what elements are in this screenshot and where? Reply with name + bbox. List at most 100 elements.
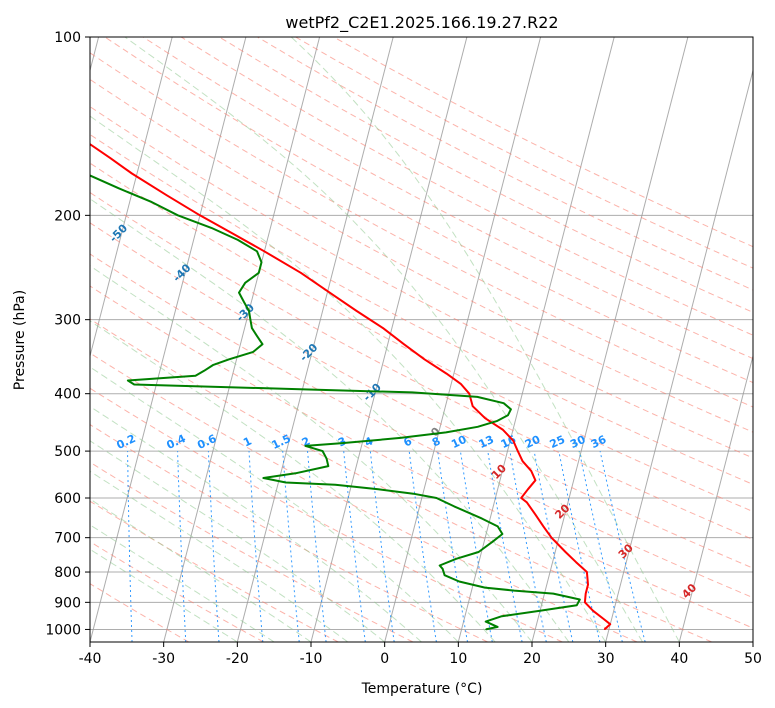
dewpoint-profile-point — [262, 477, 264, 479]
moist-adiabat-line — [90, 548, 238, 642]
plot-area: 0.10.20.40.611.52346810131620253036-100-… — [0, 37, 753, 642]
dry-adiabat-line — [90, 318, 712, 642]
dewpoint-profile-point — [251, 327, 253, 329]
moist-adiabat-line — [90, 405, 422, 642]
dewpoint-profile-point — [244, 282, 246, 284]
temperature-profile-point — [575, 561, 577, 563]
isotherm-line — [90, 37, 173, 358]
mixing-ratio-label: 16 — [499, 433, 519, 451]
isotherm-line — [236, 37, 394, 642]
dry-adiabat-line — [90, 253, 753, 599]
dewpoint-profile-point — [444, 574, 446, 576]
mixing-ratio-label: 30 — [568, 433, 588, 451]
dewpoint-profile-point — [579, 598, 581, 601]
temperature-profile-point — [522, 460, 524, 462]
dewpoint-profile-point — [238, 292, 240, 294]
mixing-ratio-label: 36 — [589, 433, 609, 451]
x-tick-label: -20 — [226, 651, 249, 667]
dewpoint-profile-point — [478, 551, 480, 553]
dry-adiabat-line — [90, 133, 753, 485]
y-tick-label: 200 — [54, 208, 81, 224]
dewpoint-profile-point — [177, 214, 179, 216]
dewpoint-profile-point — [327, 465, 329, 467]
temperature-profile-point — [199, 214, 201, 216]
y-tick-label: 300 — [54, 313, 81, 329]
dewpoint-profile-point — [203, 370, 205, 372]
mixing-ratio-line — [533, 451, 574, 642]
temperature-profile-point — [85, 141, 86, 142]
moist-adiabat-line — [290, 37, 680, 642]
dewpoint-profile-point — [260, 261, 263, 263]
isotherm-line — [605, 68, 753, 642]
dry-adiabat-line — [90, 583, 190, 642]
dewpoint-profile-point — [294, 472, 297, 474]
temperature-profile-point — [166, 194, 168, 196]
mixing-ratio-line — [343, 451, 366, 642]
dry-adiabat-line — [333, 37, 753, 248]
x-tick-label: 30 — [597, 651, 615, 667]
dewpoint-profile-point — [85, 173, 86, 174]
dry-adiabat-line — [90, 352, 638, 642]
dry-adiabat-line — [90, 162, 753, 513]
isotherm-line — [678, 353, 753, 642]
dry-adiabat-line — [90, 52, 753, 408]
temperature-profile-point — [109, 157, 111, 159]
isotherm-line — [310, 37, 468, 642]
dewpoint-profile-point — [477, 426, 479, 428]
y-tick-label: 500 — [54, 444, 81, 460]
isotherm-label: -70 — [0, 142, 4, 165]
x-tick-label: -40 — [79, 651, 102, 667]
plot-frame — [89, 36, 754, 643]
dewpoint-profile-point — [496, 420, 498, 422]
temperature-profile-point — [472, 405, 474, 407]
dewpoint-profile-point — [510, 408, 512, 410]
y-axis-title: Pressure (hPa) — [12, 290, 28, 390]
temperature-profile-point — [484, 417, 486, 419]
x-tick-label: 50 — [744, 651, 762, 667]
temperature-profile-point — [403, 343, 405, 345]
dewpoint-profile-point — [261, 343, 264, 345]
isotherm-label: -50 — [107, 221, 130, 244]
temperature-profile-point — [502, 429, 504, 431]
dewpoint-profile-point — [12, 141, 13, 142]
x-tick-label: -10 — [300, 651, 323, 667]
y-axis: 100 200 300 400 500 600 700 800 900 1000 — [45, 30, 90, 638]
temperature-profile-point — [460, 383, 462, 385]
mixing-ratio-line — [307, 451, 327, 642]
dewpoint-profile-point — [442, 568, 444, 570]
dewpoint-profile-point — [334, 484, 336, 486]
temperature-profile-point — [609, 623, 611, 625]
temperature-profile-point — [602, 618, 605, 620]
dewpoint-profile-point — [539, 610, 541, 612]
dry-adiabat-line — [90, 387, 563, 642]
dewpoint-profile-point — [248, 310, 250, 312]
temperature-profile-point — [300, 272, 302, 274]
temperature-profile-point — [585, 593, 587, 595]
temperature-profile-point — [527, 488, 529, 490]
dewpoint-profile-point — [228, 358, 230, 360]
temperature-profile-point — [517, 450, 519, 452]
dewpoint-profile-point — [411, 391, 413, 393]
dewpoint-profile-point — [151, 201, 153, 203]
dewpoint-profile-point — [228, 386, 230, 388]
isotherm-line — [163, 37, 321, 642]
dewpoint-profile-point — [497, 525, 499, 528]
dewpoint-profile-point — [501, 615, 503, 617]
dewpoint-profile-point — [340, 442, 342, 444]
mixing-ratio-label: 1.5 — [270, 432, 293, 452]
isotherm-label: -40 — [170, 261, 193, 284]
mixing-ratio-label: 25 — [548, 433, 567, 451]
isotherm-line — [531, 37, 689, 642]
dewpoint-profile-point — [481, 518, 483, 520]
moist-adiabat-line — [124, 37, 643, 642]
dry-adiabat-line — [90, 285, 753, 629]
dewpoint-profile-point — [210, 227, 212, 229]
dewpoint-profile-point — [212, 364, 214, 366]
dewpoint-profile-point — [497, 626, 499, 628]
x-tick-label: -30 — [152, 651, 175, 667]
dewpoint-profile-point — [285, 481, 287, 484]
isotherm-line — [457, 37, 615, 642]
temperature-profile-point — [564, 551, 567, 553]
dewpoint-profile-point — [52, 157, 53, 158]
y-tick-label: 800 — [54, 565, 81, 581]
